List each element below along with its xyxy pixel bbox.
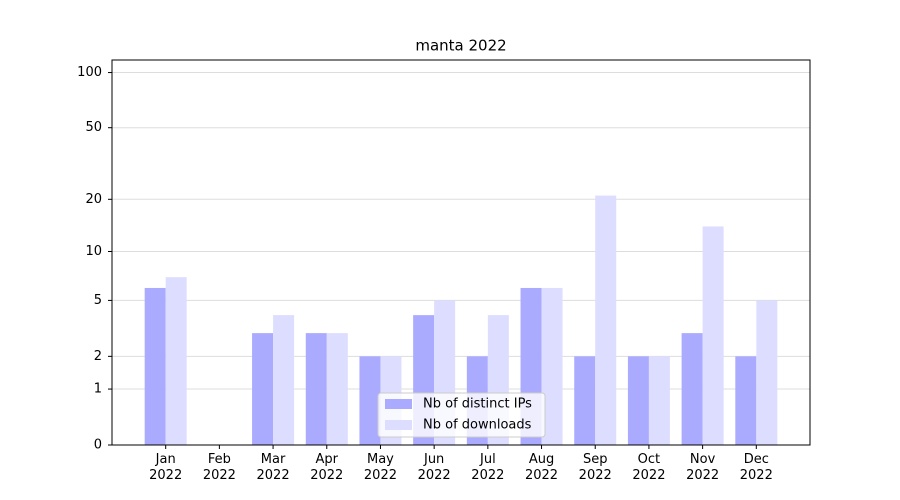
bar [144, 287, 166, 445]
bar [305, 333, 327, 445]
x-tick-label: Apr 2022 [310, 452, 344, 483]
bar [273, 315, 295, 445]
bar [541, 287, 563, 445]
x-tick-label: Jan 2022 [149, 452, 183, 483]
x-tick-label: Feb 2022 [202, 452, 236, 483]
bar [165, 277, 187, 445]
legend-box [377, 392, 546, 438]
bar [595, 195, 617, 445]
x-tick-label: Nov 2022 [686, 452, 720, 483]
plot-frame [111, 59, 811, 446]
legend-swatch [385, 420, 412, 430]
legend-swatch [385, 399, 412, 409]
bar [359, 356, 381, 445]
y-tick-label: 2 [94, 349, 102, 364]
bar [574, 356, 596, 445]
y-tick-label: 100 [77, 65, 102, 80]
bar [735, 356, 757, 445]
x-tick-label: Aug 2022 [524, 452, 559, 483]
legend: Nb of distinct IPs Nb of downloads [377, 392, 546, 438]
y-tick-label: 10 [85, 244, 102, 259]
bar [326, 333, 348, 445]
bar [648, 356, 670, 445]
legend-label: Nb of distinct IPs [423, 397, 532, 412]
chart-title: manta 2022 [415, 37, 506, 55]
x-tick-label: Mar 2022 [256, 452, 290, 483]
y-tick-label: 20 [85, 192, 102, 207]
y-tick-label: 50 [85, 120, 102, 135]
x-tick-label: Jun 2022 [417, 452, 451, 483]
bar [627, 356, 649, 445]
legend-label: Nb of downloads [423, 418, 532, 433]
x-tick-label: Jul 2022 [471, 452, 505, 483]
y-tick-label: 5 [94, 293, 102, 308]
x-tick-label: Sep 2022 [578, 452, 612, 483]
bar [681, 333, 703, 445]
y-tick-label: 0 [94, 438, 102, 453]
bar [756, 300, 778, 445]
x-tick-label: Dec 2022 [739, 452, 773, 483]
x-tick-label: Oct 2022 [632, 452, 666, 483]
bar [252, 333, 274, 445]
x-tick-label: May 2022 [363, 452, 397, 483]
bar [702, 226, 724, 445]
y-tick-label: 1 [94, 382, 102, 397]
